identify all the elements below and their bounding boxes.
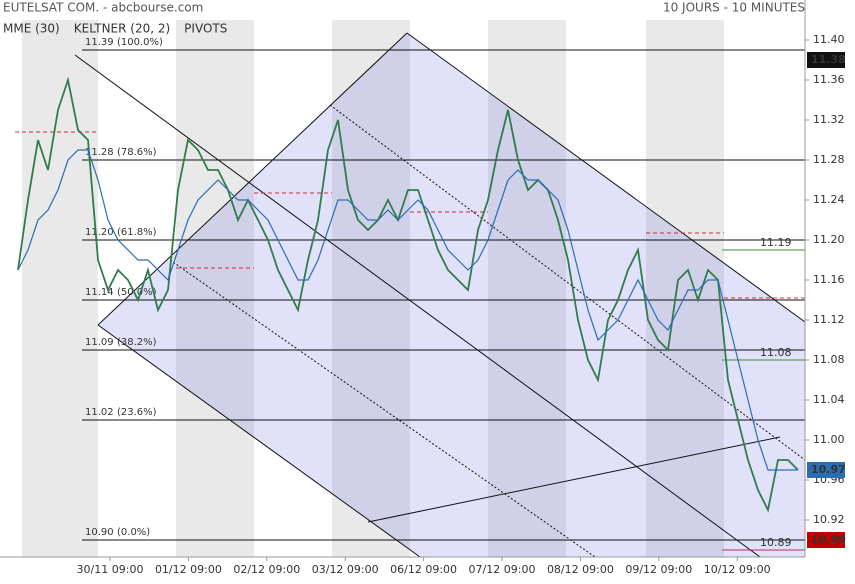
x-tick-label: 30/11 09:00 (77, 563, 144, 576)
y-tick-label: 11.32 (813, 113, 845, 126)
x-tick-label: 02/12 09:00 (233, 563, 300, 576)
fib-pct: (23.6%) (117, 407, 157, 418)
y-tick-label: 11.04 (813, 393, 845, 406)
y-tick-label: 11.20 (813, 233, 845, 246)
price-tag-label: 10.90 (811, 533, 846, 546)
price-tag-label: 10.97 (811, 463, 846, 476)
fib-pct: (50.0%) (117, 287, 157, 298)
price-tag (807, 52, 845, 68)
y-tick-label: 11.16 (813, 273, 845, 286)
x-tick-label: 07/12 09:00 (469, 563, 536, 576)
trend-lines (74, 32, 806, 558)
fib-pct: (78.6%) (117, 147, 157, 158)
chart-title: EUTELSAT COM. - abcbourse.com (3, 1, 203, 15)
fib-price: 11.09 (85, 337, 114, 348)
series-line (17, 76, 799, 513)
fib-price: 10.90 (85, 527, 114, 538)
x-tick-label: 09/12 09:00 (625, 563, 692, 576)
x-tick-label: 01/12 09:00 (155, 563, 222, 576)
legend-entry: KELTNER (20, 2) (74, 22, 170, 36)
price-tag-label: 10.89 (760, 536, 792, 549)
x-tick-label: 08/12 09:00 (547, 563, 614, 576)
price-tag-label: 11.19 (760, 236, 792, 249)
price-tag-label: 11.08 (760, 346, 792, 359)
y-tick-label: 11.36 (813, 73, 845, 86)
price-tag (807, 462, 845, 478)
plot-layer: 10.9210.9611.0011.0411.0811.1211.1611.20… (3, 22, 846, 577)
day-bands (22, 20, 724, 557)
y-tick-label: 11.08 (813, 353, 845, 366)
price-tag (807, 532, 845, 548)
trend-line (406, 32, 806, 323)
y-tick-label: 11.40 (813, 33, 845, 46)
x-tick-label: 06/12 09:00 (390, 563, 457, 576)
y-tick-label: 11.00 (813, 433, 845, 446)
fib-pct: (38.2%) (117, 337, 157, 348)
y-tick-label: 11.28 (813, 153, 845, 166)
price-tag-label: 11.38 (811, 53, 846, 66)
y-tick-label: 11.24 (813, 193, 845, 206)
trend-line (74, 54, 761, 558)
pivot-lines (15, 131, 805, 299)
day-band (176, 20, 254, 557)
x-tick-label: 10/12 09:00 (704, 563, 771, 576)
fib-price: 11.39 (85, 37, 114, 48)
legend-entry: MME (30) (3, 22, 60, 36)
x-tick-label: 03/12 09:00 (312, 563, 379, 576)
fib-pct: (100.0%) (117, 37, 163, 48)
fib-pct: (61.8%) (117, 227, 157, 238)
fib-pct: (0.0%) (117, 527, 150, 538)
trend-line (97, 324, 421, 558)
fib-price: 11.28 (85, 147, 114, 158)
day-band (22, 20, 98, 557)
fib-price: 11.20 (85, 227, 114, 238)
series-line (17, 149, 798, 471)
channel-fill (98, 33, 805, 557)
day-band (488, 20, 566, 557)
day-band (646, 20, 724, 557)
trend-line (367, 436, 781, 523)
trend-line (169, 259, 596, 558)
y-tick-label: 11.12 (813, 313, 845, 326)
y-tick-label: 10.92 (813, 513, 845, 526)
legend-entry: PIVOTS (184, 22, 227, 36)
fib-price: 11.02 (85, 407, 114, 418)
day-band (332, 20, 410, 557)
chart-subtitle: 10 JOURS - 10 MINUTES (663, 1, 805, 15)
trend-line (329, 104, 806, 461)
fib-price: 11.14 (85, 287, 114, 298)
